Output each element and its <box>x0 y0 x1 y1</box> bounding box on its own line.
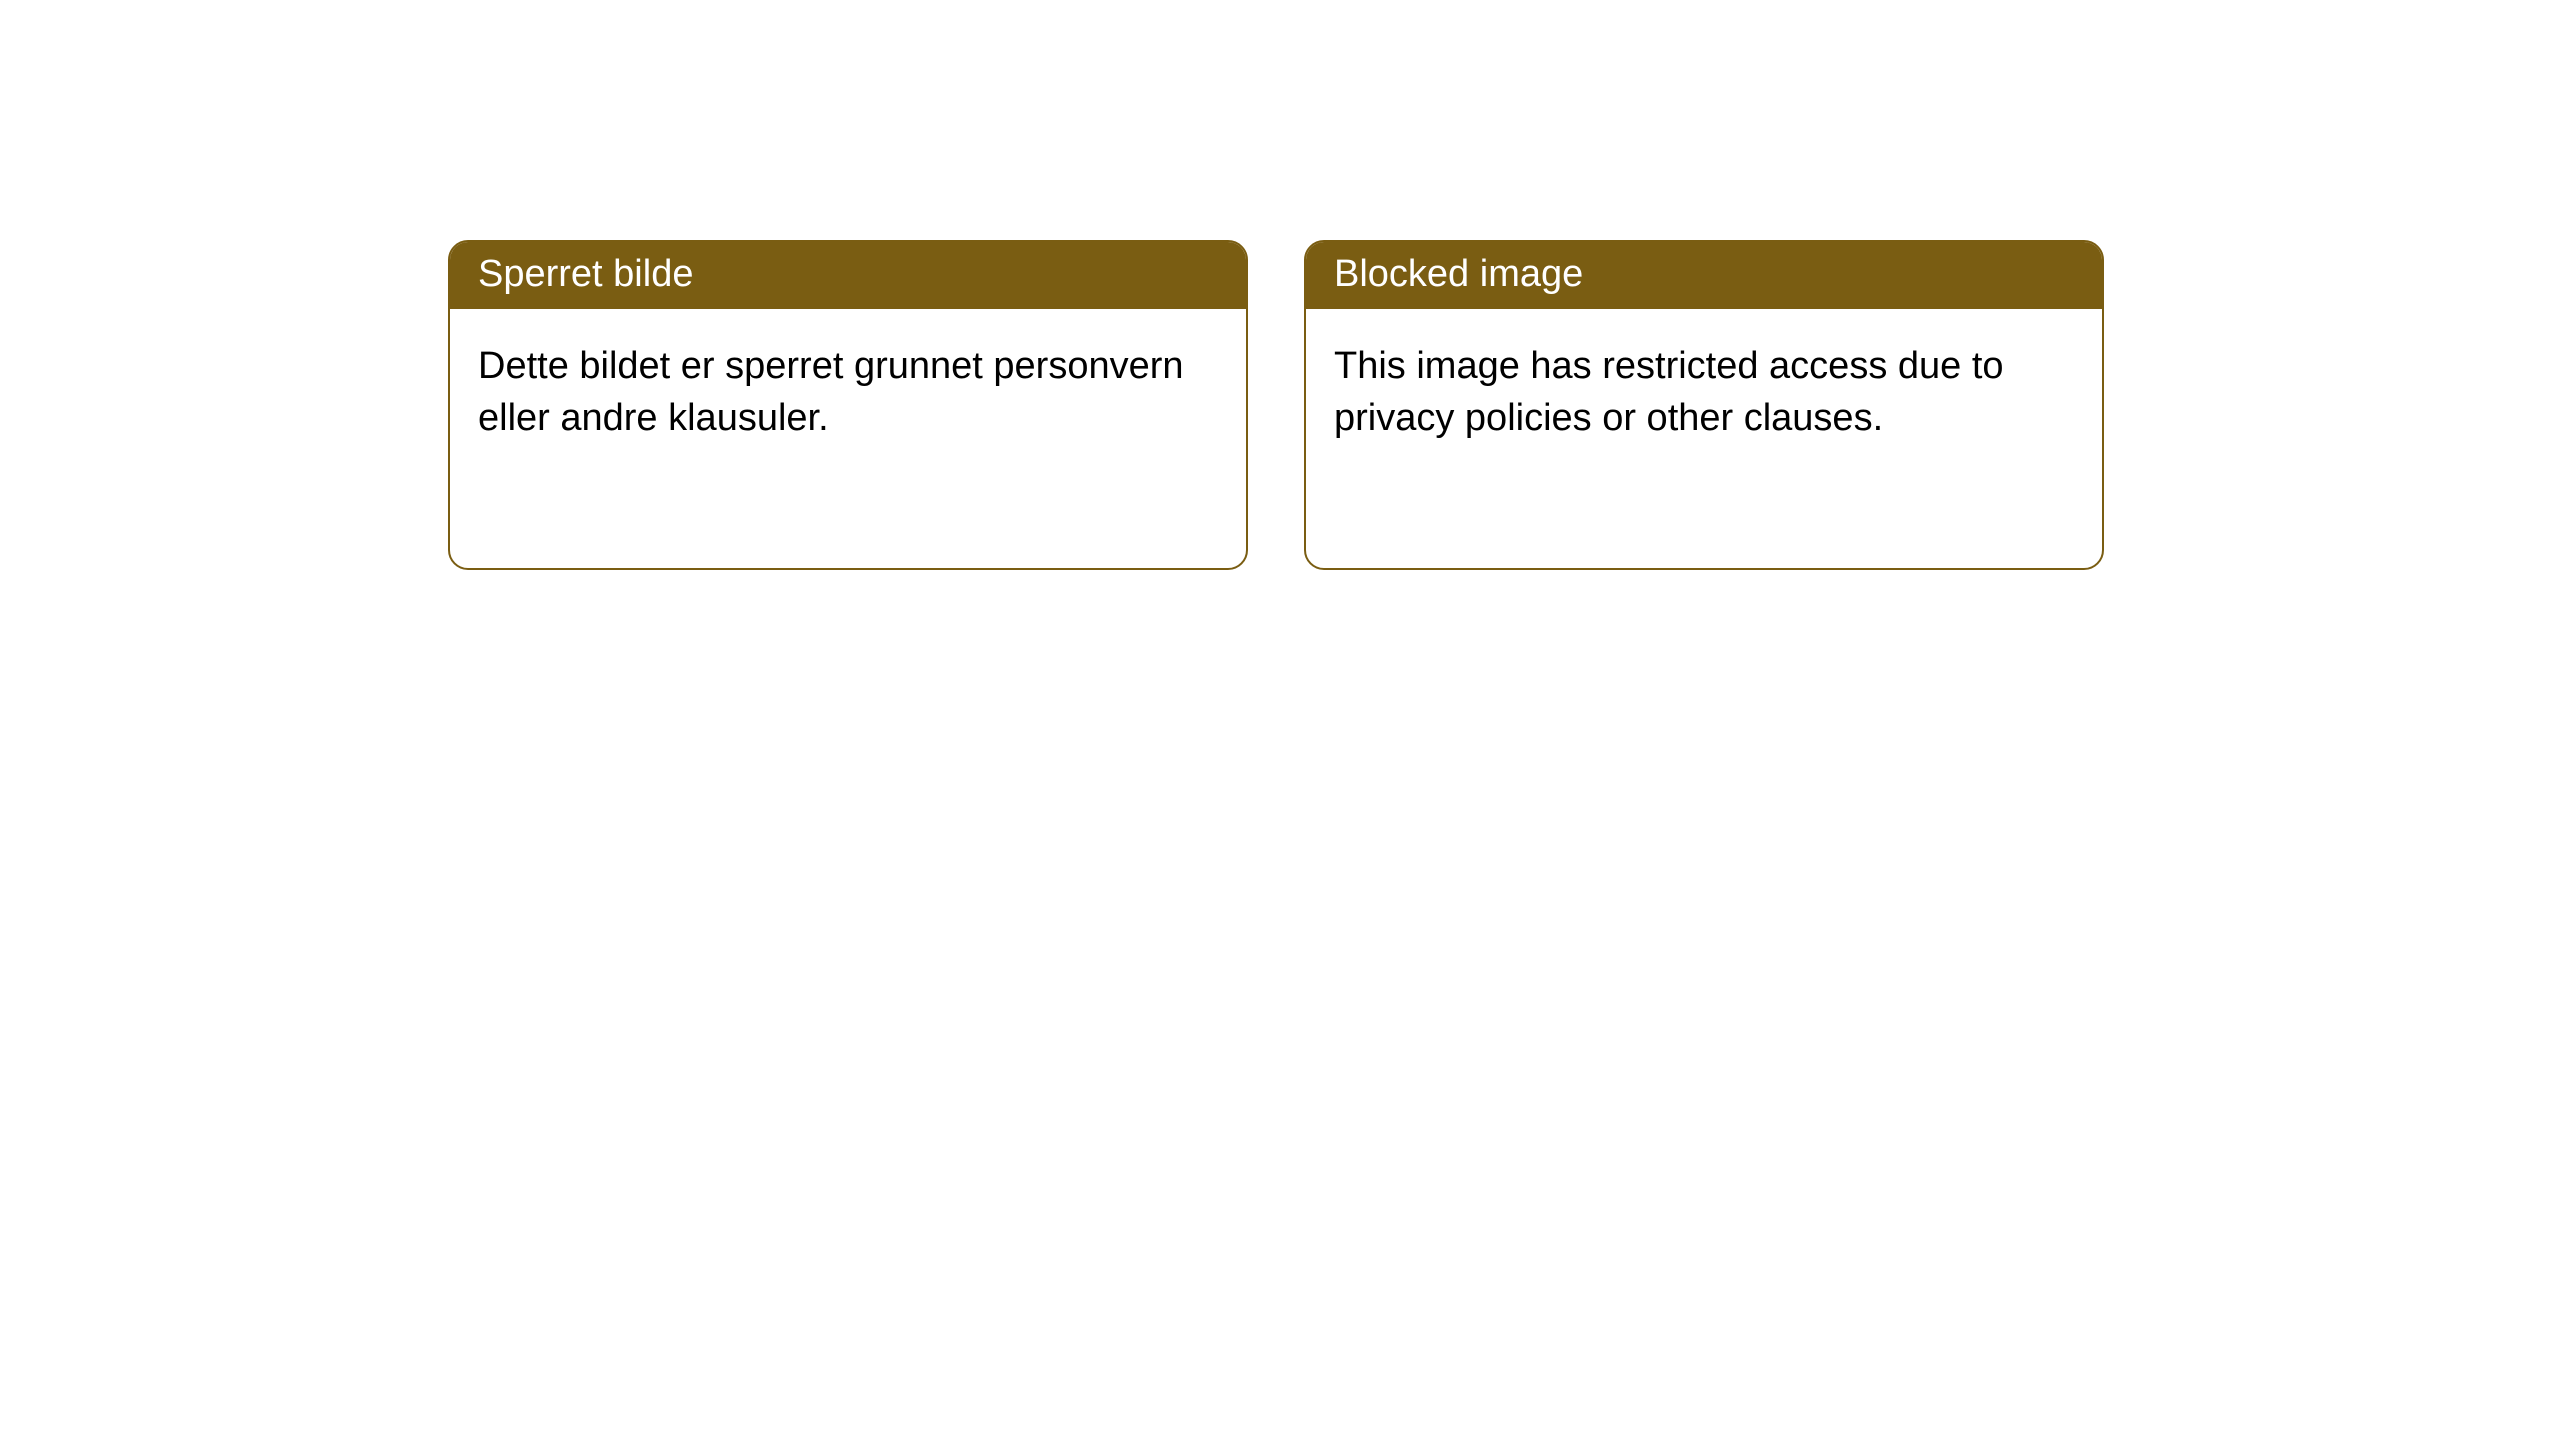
notice-card-norwegian: Sperret bilde Dette bildet er sperret gr… <box>448 240 1248 570</box>
card-header: Blocked image <box>1306 242 2102 309</box>
card-body: Dette bildet er sperret grunnet personve… <box>450 309 1246 476</box>
card-body: This image has restricted access due to … <box>1306 309 2102 476</box>
notice-card-english: Blocked image This image has restricted … <box>1304 240 2104 570</box>
card-header: Sperret bilde <box>450 242 1246 309</box>
notice-card-container: Sperret bilde Dette bildet er sperret gr… <box>0 0 2560 570</box>
